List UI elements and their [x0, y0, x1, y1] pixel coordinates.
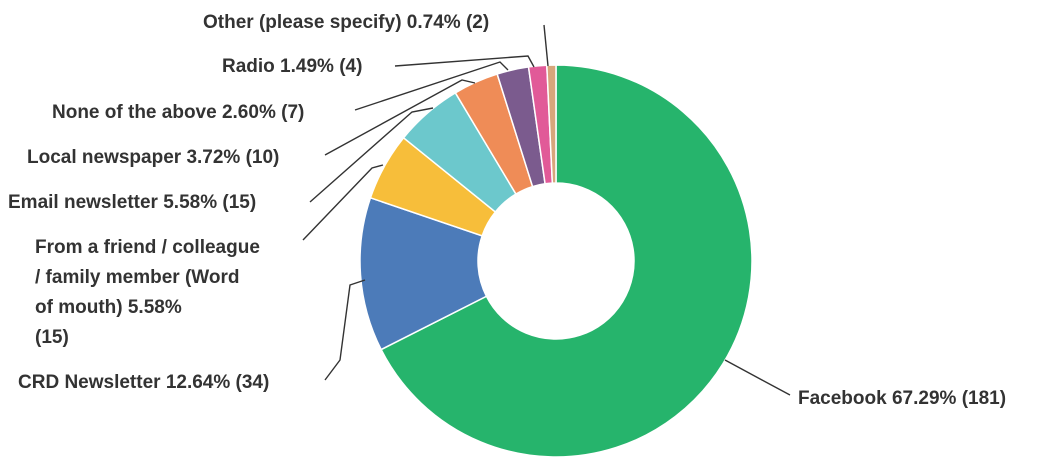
donut-slices [359, 64, 753, 458]
leader-line-email-newsletter [309, 107, 434, 203]
label-other: Other (please specify) 0.74% (2) [203, 12, 489, 33]
label-email-newsletter: Email newsletter 5.58% (15) [8, 192, 256, 213]
label-radio: Radio 1.49% (4) [222, 56, 362, 77]
slice-labels: Other (please specify) 0.74% (2) Radio 1… [8, 12, 1006, 409]
slice-other-please-specify [546, 64, 557, 184]
label-local-newspaper: Local newspaper 3.72% (10) [27, 147, 279, 168]
leader-line-radio [394, 55, 535, 68]
label-word-of-mouth-line-4: (15) [35, 327, 69, 348]
label-word-of-mouth-line-1: From a friend / colleague [35, 237, 260, 258]
leader-line-crd-newsletter [324, 279, 366, 381]
label-word-of-mouth-line-2: / family member (Word [35, 267, 239, 288]
leader-line-none-of-the-above [354, 61, 509, 111]
slice-crd-newsletter [359, 196, 488, 351]
leader-lines [302, 24, 791, 396]
leader-line-facebook [724, 359, 791, 396]
label-facebook: Facebook 67.29% (181) [798, 388, 1006, 409]
label-none-of-the-above: None of the above 2.60% (7) [52, 102, 304, 123]
slice-facebook [380, 64, 753, 458]
leader-line-other [543, 24, 549, 67]
leader-line-local-newspaper [324, 79, 476, 156]
label-word-of-mouth-line-3: of mouth) 5.58% [35, 297, 182, 318]
leader-line-word-of-mouth [302, 164, 384, 241]
label-crd-newsletter: CRD Newsletter 12.64% (34) [18, 372, 269, 393]
